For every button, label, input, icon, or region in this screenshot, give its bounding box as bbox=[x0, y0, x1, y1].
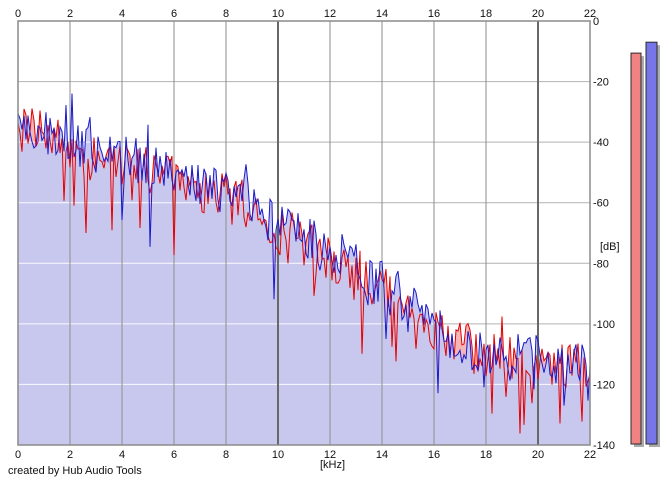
x-tick-label-bottom: 14 bbox=[376, 449, 388, 461]
level-meters bbox=[630, 41, 660, 448]
meter-bar bbox=[630, 52, 642, 445]
plot-frame bbox=[17, 20, 591, 446]
x-tick-labels-top: 0 2 4 6 8 10 12 14 16 18 20 22 bbox=[15, 8, 596, 20]
x-tick-label-bottom: 16 bbox=[428, 449, 440, 461]
x-tick-label-top: 6 bbox=[171, 8, 177, 20]
x-tick-label-top: 2 bbox=[67, 8, 73, 20]
x-tick-label-top: 0 bbox=[15, 8, 21, 20]
y-tick-labels: 0 -20 -40 -60 -80 -100 -120 -140 bbox=[593, 16, 615, 452]
x-tick-label-bottom: 10 bbox=[272, 449, 284, 461]
blue-spectrum-line bbox=[17, 93, 591, 406]
x-tick-label-top: 20 bbox=[532, 8, 544, 20]
red-spectrum-line bbox=[17, 108, 591, 434]
y-tick-label: -140 bbox=[593, 440, 615, 452]
x-tick-label-top: 18 bbox=[480, 8, 492, 20]
level-meter-blue bbox=[645, 41, 660, 447]
y-tick-label: 0 bbox=[593, 16, 599, 28]
x-tick-label-top: 8 bbox=[223, 8, 229, 20]
meter-bar bbox=[645, 41, 658, 445]
x-tick-label-bottom: 12 bbox=[324, 449, 336, 461]
y-axis-unit-label: [dB] bbox=[600, 241, 620, 253]
y-tick-label: -60 bbox=[593, 198, 609, 210]
level-meter-red bbox=[630, 52, 644, 448]
x-tick-label-top: 16 bbox=[428, 8, 440, 20]
x-tick-label-top: 10 bbox=[272, 8, 284, 20]
x-tick-label-bottom: 4 bbox=[119, 449, 125, 461]
x-tick-label-bottom: 18 bbox=[480, 449, 492, 461]
x-tick-label-top: 22 bbox=[584, 8, 596, 20]
y-tick-label: -80 bbox=[593, 258, 609, 270]
blue-spectrum-area bbox=[18, 93, 590, 445]
y-tick-label: -100 bbox=[593, 319, 615, 331]
x-tick-label-top: 4 bbox=[119, 8, 125, 20]
x-tick-label-bottom: 0 bbox=[15, 449, 21, 461]
x-tick-label-bottom: 8 bbox=[223, 449, 229, 461]
x-tick-label-bottom: 20 bbox=[532, 449, 544, 461]
y-tick-label: -20 bbox=[593, 77, 609, 89]
y-tick-label: -40 bbox=[593, 137, 609, 149]
x-tick-label-bottom: 6 bbox=[171, 449, 177, 461]
y-tick-label: -120 bbox=[593, 379, 615, 391]
x-tick-label-top: 14 bbox=[376, 8, 388, 20]
v-gridlines bbox=[69, 21, 539, 445]
x-axis-unit-label: [kHz] bbox=[320, 459, 346, 471]
x-tick-label-bottom: 2 bbox=[67, 449, 73, 461]
x-tick-labels-bottom: 0 2 4 6 8 10 12 14 16 18 20 22 bbox=[15, 449, 596, 461]
watermark-text: created by Hub Audio Tools bbox=[8, 465, 142, 477]
x-tick-label-bottom: 22 bbox=[584, 449, 596, 461]
x-tick-label-top: 12 bbox=[324, 8, 336, 20]
